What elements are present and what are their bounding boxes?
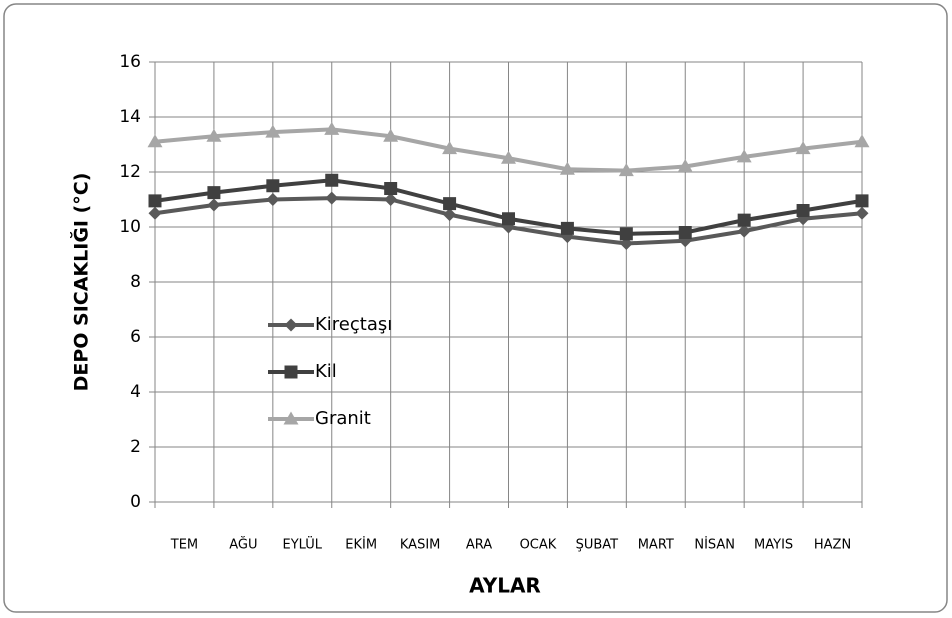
marker [502,212,515,226]
x-tick-label: TEM [170,538,198,553]
marker [207,186,221,200]
x-tick-label: AĞU [229,537,257,553]
x-tick-label: OCAK [520,538,557,553]
y-tick-label: 2 [130,437,141,457]
x-tick-label: MART [638,538,674,553]
marker [148,206,162,220]
marker [736,149,752,163]
marker [737,213,751,227]
x-tick-label: MAYIS [754,538,793,553]
marker [677,159,693,172]
marker [442,141,458,155]
marker [796,204,810,217]
legend-label: Kil [315,361,337,382]
marker [501,150,516,164]
marker [383,128,399,142]
marker [384,182,398,195]
marker [855,194,869,208]
y-tick-label: 0 [130,492,141,512]
marker [265,124,281,138]
marker [855,206,869,220]
x-tick-label: EYLÜL [283,536,323,553]
marker [384,193,398,206]
marker [618,163,634,177]
marker [206,128,222,142]
marker [560,221,574,235]
legend-label: Granit [315,408,371,429]
marker [147,134,163,148]
y-axis-title: DEPO SICAKLIĞI (°C) [69,173,93,392]
marker [325,173,339,187]
x-tick-label: KASIM [400,538,441,553]
y-tick-label: 6 [130,327,141,347]
marker [854,134,870,148]
chart-frame [3,3,948,613]
marker [559,161,575,175]
marker [619,227,633,241]
x-tick-label: NİSAN [694,537,735,553]
marker [795,141,811,155]
marker [443,208,457,222]
y-tick-label: 8 [130,272,141,292]
marker [207,198,221,212]
marker [443,197,457,211]
marker [266,179,280,193]
x-tick-label: HAZN [814,538,851,553]
y-tick-label: 16 [119,52,141,72]
y-tick-label: 12 [119,162,141,182]
marker [283,411,299,425]
y-tick-label: 4 [130,382,141,402]
marker [284,318,298,332]
legend-label: Kireçtaşı [315,314,392,335]
marker [678,226,692,239]
marker [148,194,162,208]
y-tick-label: 10 [119,217,141,237]
marker [284,365,298,379]
marker [266,193,280,206]
marker [325,191,339,205]
marker [324,121,340,135]
x-tick-label: ARA [466,538,492,553]
y-tick-label: 14 [119,107,141,127]
x-tick-label: EKİM [345,537,377,553]
marker [737,224,751,238]
x-tick-label: ŞUBAT [576,538,619,553]
x-axis-title: AYLAR [469,574,541,598]
